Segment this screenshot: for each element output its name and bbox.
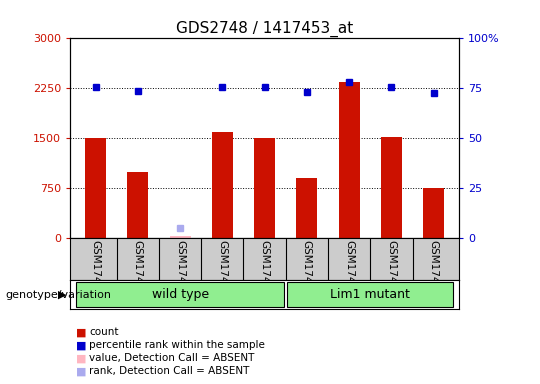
- Text: GSM174759: GSM174759: [175, 240, 185, 304]
- Bar: [339, 82, 360, 238]
- Text: Lim1 mutant: Lim1 mutant: [330, 288, 410, 301]
- Text: ■: ■: [76, 340, 86, 350]
- Text: GSM174761: GSM174761: [260, 240, 269, 304]
- Bar: [170, 236, 191, 238]
- Text: ■: ■: [76, 353, 86, 363]
- Bar: [423, 188, 444, 238]
- Text: GSM174891: GSM174891: [429, 240, 438, 304]
- Text: value, Detection Call = ABSENT: value, Detection Call = ABSENT: [89, 353, 254, 363]
- Bar: [287, 282, 453, 307]
- Bar: [127, 172, 149, 238]
- Bar: [296, 178, 318, 238]
- Text: genotype/variation: genotype/variation: [5, 290, 111, 300]
- Text: GSM174760: GSM174760: [217, 240, 227, 303]
- Bar: [254, 138, 275, 238]
- Text: wild type: wild type: [152, 288, 208, 301]
- Text: count: count: [89, 327, 119, 337]
- Text: ▶: ▶: [58, 290, 66, 300]
- Bar: [381, 137, 402, 238]
- Text: GSM174757: GSM174757: [91, 240, 100, 304]
- Text: rank, Detection Call = ABSENT: rank, Detection Call = ABSENT: [89, 366, 249, 376]
- Bar: [212, 132, 233, 238]
- Bar: [85, 138, 106, 238]
- Text: percentile rank within the sample: percentile rank within the sample: [89, 340, 265, 350]
- Text: GSM174763: GSM174763: [344, 240, 354, 304]
- Bar: [76, 282, 284, 307]
- Text: GSM174758: GSM174758: [133, 240, 143, 304]
- Text: ■: ■: [76, 366, 86, 376]
- Title: GDS2748 / 1417453_at: GDS2748 / 1417453_at: [176, 21, 353, 37]
- Text: GSM174762: GSM174762: [302, 240, 312, 304]
- Text: ■: ■: [76, 327, 86, 337]
- Text: GSM174764: GSM174764: [387, 240, 396, 304]
